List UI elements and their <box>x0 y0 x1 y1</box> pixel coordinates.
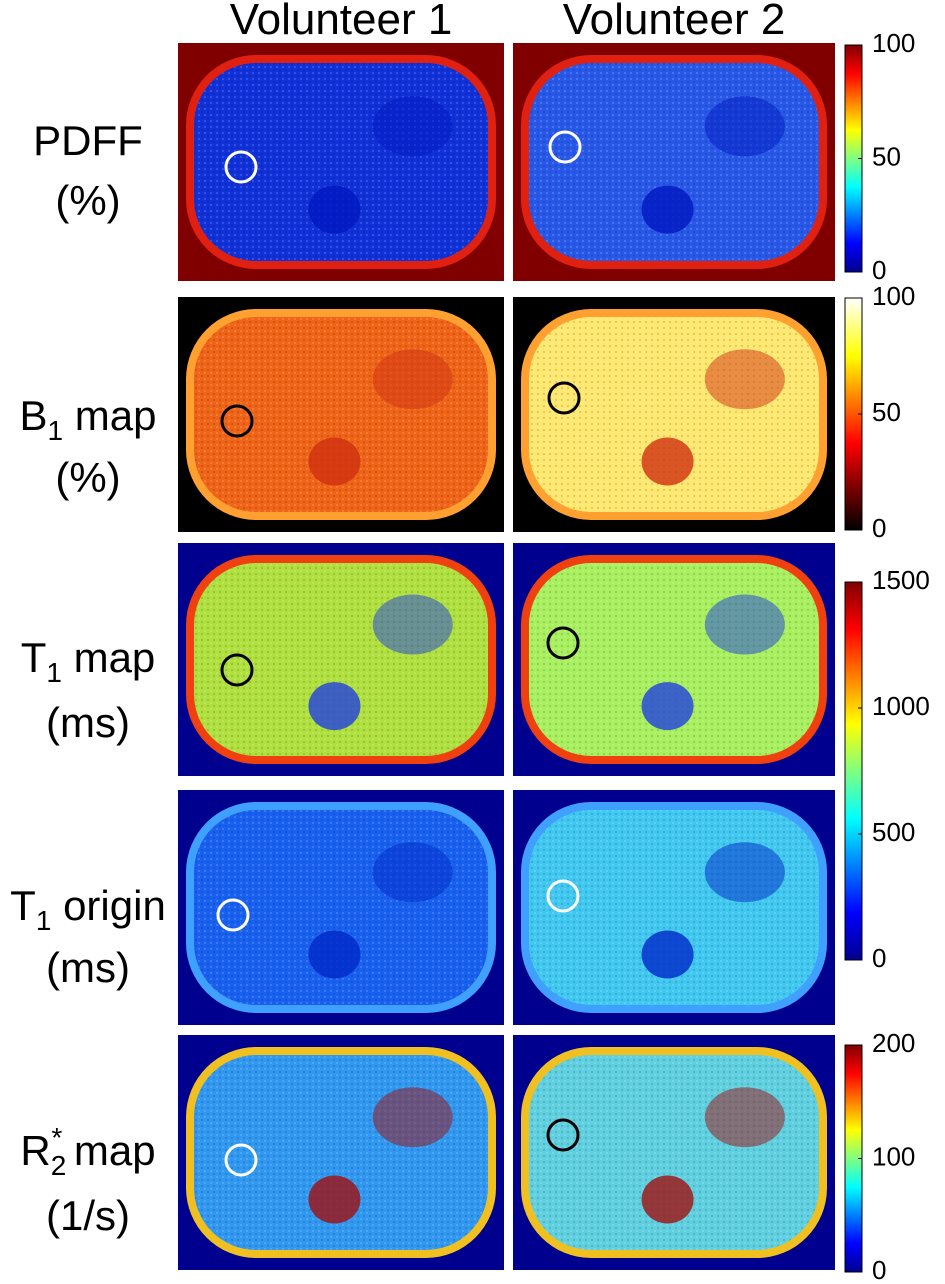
row-unit: (ms) <box>46 699 130 746</box>
organ <box>372 594 453 655</box>
label-text: T <box>10 882 36 929</box>
organ <box>641 930 694 979</box>
label-text: map <box>62 1127 155 1174</box>
roi-circle <box>216 898 250 932</box>
label-text: PDFF <box>33 117 143 164</box>
roi-circle <box>548 130 582 164</box>
organ <box>372 1087 453 1148</box>
organ <box>308 185 361 234</box>
colorbar-tick-label: 0 <box>872 255 886 285</box>
roi-circle <box>546 1118 580 1152</box>
organ <box>641 437 694 486</box>
organ <box>704 842 785 903</box>
organ <box>308 437 361 486</box>
organ <box>308 930 361 979</box>
colorbar-tick-label: 1000 <box>872 691 930 721</box>
colorbar-tick-label: 100 <box>872 1141 915 1171</box>
organ <box>372 842 453 903</box>
row-unit: (%) <box>55 177 120 224</box>
label-subscript: 1 <box>36 905 52 936</box>
roi-circle <box>220 404 254 438</box>
organ <box>704 594 785 655</box>
label-text: map <box>62 634 155 681</box>
roi-circle <box>220 653 254 687</box>
row-label: B1 map <box>20 392 157 446</box>
roi-circle <box>546 879 580 913</box>
colorbar-tick-label: 100 <box>872 281 915 311</box>
organ <box>641 682 694 731</box>
row-label: T1 origin <box>10 882 166 936</box>
label-text: R <box>20 1127 50 1174</box>
roi-circle <box>224 1143 258 1177</box>
organ <box>704 1087 785 1148</box>
label-text: B <box>20 392 48 439</box>
colorbar-tick-label: 200 <box>872 1028 915 1058</box>
organ <box>704 349 785 410</box>
colorbar-tick-label: 50 <box>872 141 901 171</box>
colorbar-tick-label: 0 <box>872 1255 886 1284</box>
row-unit: (ms) <box>46 944 130 991</box>
label-subscript: 2 <box>51 1150 67 1181</box>
label-text: origin <box>51 882 165 929</box>
column-header: Volunteer 2 <box>563 0 786 44</box>
colorbar-tick-label: 50 <box>872 397 901 427</box>
column-header: Volunteer 1 <box>230 0 453 44</box>
organ <box>641 185 694 234</box>
colorbar-tick-label: 0 <box>872 513 886 543</box>
row-unit: (1/s) <box>46 1192 130 1239</box>
organ <box>308 682 361 731</box>
row-label: PDFF <box>33 117 143 164</box>
colorbar <box>844 581 863 961</box>
colorbar-tick-label: 500 <box>872 817 915 847</box>
roi-circle <box>547 381 581 415</box>
row-unit: (%) <box>55 454 120 501</box>
row-label: R2* map <box>20 1122 155 1181</box>
colorbar-tick-label: 100 <box>872 28 915 58</box>
label-text: T <box>21 634 47 681</box>
label-text: map <box>63 392 156 439</box>
organ <box>372 349 453 410</box>
colorbar-tick-label: 1500 <box>872 565 930 595</box>
organ <box>372 96 453 157</box>
roi-circle <box>224 150 258 184</box>
colorbar-tick-label: 0 <box>872 943 886 973</box>
label-subscript: 1 <box>48 415 64 446</box>
organ <box>308 1175 361 1224</box>
label-subscript: 1 <box>46 657 62 688</box>
row-label: T1 map <box>21 634 156 688</box>
organ <box>641 1175 694 1224</box>
label-superscript: * <box>51 1122 62 1153</box>
roi-circle <box>546 626 580 660</box>
organ <box>704 96 785 157</box>
